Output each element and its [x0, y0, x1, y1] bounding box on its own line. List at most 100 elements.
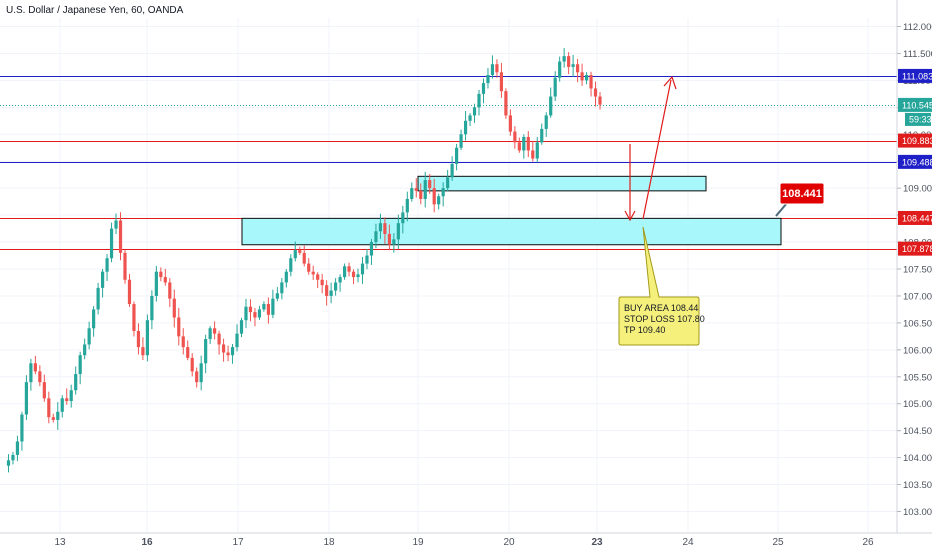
candle-up — [441, 182, 445, 207]
price-axis-bg — [897, 0, 932, 550]
candle-down — [42, 374, 46, 402]
candle-up — [342, 263, 347, 280]
candle-up — [271, 289, 275, 319]
candle-up — [74, 366, 78, 395]
price-tick-label: 107.500 — [903, 265, 932, 276]
candle-down — [172, 289, 176, 328]
candle-down — [589, 71, 593, 97]
candle-up — [87, 321, 91, 350]
zones — [241, 175, 782, 246]
price-badge: 107.878 — [898, 241, 932, 256]
candle-down — [163, 268, 167, 286]
candle-up — [92, 306, 96, 337]
candle-down — [428, 173, 432, 194]
candle-up — [374, 223, 378, 249]
price-callout: 108.441 — [775, 182, 825, 217]
candle-up — [423, 171, 427, 208]
candle-up — [114, 213, 118, 234]
candle-up — [96, 282, 100, 315]
candle-up — [105, 254, 109, 281]
candle-up — [468, 112, 472, 127]
candle-down — [253, 308, 257, 327]
candle-down — [495, 59, 499, 78]
candle-up — [562, 48, 566, 68]
candle-down — [414, 178, 418, 198]
candle-down — [383, 217, 387, 244]
candle-down — [531, 141, 535, 162]
price-tick-label: 105.500 — [903, 372, 932, 383]
candle-down — [499, 62, 504, 98]
candle-up — [60, 395, 64, 418]
candle-up — [329, 282, 333, 304]
candle-up — [360, 257, 365, 284]
candle-up — [56, 402, 60, 430]
candle-down — [526, 131, 530, 158]
candle-down — [517, 137, 521, 153]
candle-up — [392, 233, 396, 253]
countdown-badge: 59:33 — [905, 112, 932, 126]
candle-down — [248, 299, 253, 322]
time-tick-label: 23 — [591, 537, 603, 548]
price-badge: 111.083 — [898, 68, 932, 83]
candle-up — [20, 411, 24, 451]
price-tick-label: 104.000 — [903, 453, 932, 464]
price-tick-label: 112.000 — [903, 22, 932, 33]
svg-text:107.878: 107.878 — [902, 244, 932, 254]
time-tick-label: 26 — [862, 537, 874, 548]
price-tick-label: 106.500 — [903, 318, 932, 329]
demand-zone[interactable] — [241, 217, 782, 246]
candle-down — [316, 272, 320, 289]
price-tick-label: 107.000 — [903, 291, 932, 302]
candle-down — [325, 280, 329, 306]
candle-up — [29, 358, 33, 391]
svg-text:110.545: 110.545 — [902, 100, 932, 110]
candle-up — [490, 55, 495, 79]
candle-up — [549, 87, 553, 118]
candle-up — [154, 265, 158, 302]
candle-up — [69, 384, 73, 408]
time-tick-label: 24 — [682, 537, 694, 548]
price-tick-label: 111.500 — [903, 49, 932, 60]
time-axis[interactable]: 13 16 17 18 19 20 23 24 25 26 — [0, 532, 932, 550]
candle-down — [580, 63, 584, 86]
candle-up — [558, 56, 562, 82]
price-badges: 111.083 110.545 109.883 109.488 108.447 107.8… — [898, 68, 932, 256]
candle-up — [437, 193, 441, 210]
candles — [6, 48, 602, 473]
candle-down — [598, 92, 602, 110]
candle-up — [204, 334, 208, 374]
note-line-2: STOP LOSS 107.80 — [624, 314, 705, 324]
demand-zone[interactable] — [417, 175, 707, 192]
candle-up — [378, 213, 383, 239]
candle-up — [584, 72, 589, 85]
candle-up — [356, 268, 360, 283]
svg-text:59:33: 59:33 — [909, 114, 932, 124]
candle-up — [208, 326, 212, 345]
candle-down — [320, 273, 324, 294]
candle-down — [432, 178, 436, 213]
time-tick-label: 13 — [54, 537, 66, 548]
candle-down — [136, 323, 141, 355]
candle-up — [284, 269, 288, 288]
price-tick-label: 103.000 — [903, 507, 932, 518]
candle-up — [369, 238, 374, 265]
candle-up — [540, 123, 544, 145]
callout-price: 108.441 — [782, 188, 822, 200]
candle-down — [33, 355, 37, 375]
candle-down — [186, 340, 190, 361]
candle-down — [65, 388, 69, 405]
candle-down — [266, 297, 270, 324]
price-badge: 109.488 — [898, 154, 932, 169]
candle-up — [334, 278, 338, 296]
note-line-3: TP 109.40 — [624, 325, 665, 335]
candle-up — [365, 249, 369, 270]
candle-down — [351, 269, 356, 285]
candle-down — [177, 307, 181, 346]
candle-up — [293, 241, 297, 262]
candle-up — [553, 71, 557, 101]
candle-up — [262, 301, 266, 312]
candle-up — [544, 112, 548, 137]
candle-up — [486, 68, 490, 89]
candle-down — [217, 330, 221, 355]
